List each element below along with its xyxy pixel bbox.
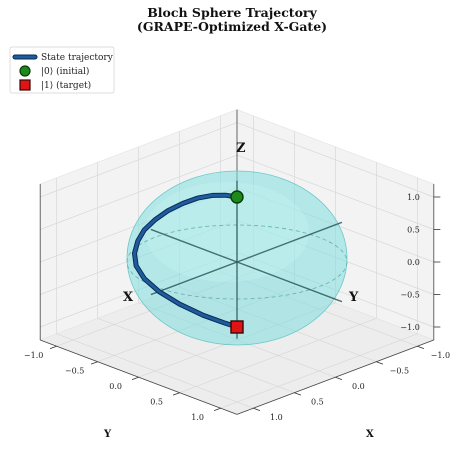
x-tick-1 — [294, 392, 302, 396]
chart-title: Bloch Sphere Trajectory — [147, 5, 317, 20]
y-tick-4 — [213, 407, 221, 412]
sphere-label-z: Z — [236, 141, 246, 156]
x-tick-label-3: −0.5 — [390, 366, 409, 375]
z-tick-label-3: 0.5 — [407, 226, 420, 235]
z-tick-label-1: −0.5 — [400, 291, 419, 300]
gridline-floor-x-3 — [97, 317, 295, 394]
x-tick-label-2: 0.0 — [352, 382, 365, 391]
trajectory-layer — [132, 192, 240, 330]
x-axis-line — [150, 221, 343, 296]
x-tick-label-0: 1.0 — [270, 413, 283, 422]
y-tick-label-0: −1.0 — [24, 351, 43, 360]
y-axis-line — [150, 228, 343, 303]
axes-layer — [150, 180, 343, 339]
y-axis-title: Y — [103, 429, 112, 440]
x-tick-label-1: 0.5 — [311, 397, 324, 406]
gridline-floor-y-3 — [179, 317, 377, 394]
chart-subtitle: (GRAPE-Optimized X-Gate) — [137, 19, 327, 34]
y-tick-label-4: 1.0 — [191, 413, 204, 422]
legend-swatch-target — [19, 79, 31, 91]
z-tick-label-2: 0.0 — [407, 258, 420, 267]
gridline-right-z-3 — [40, 154, 238, 230]
marker-layer — [230, 190, 244, 334]
legend-swatch-initial — [19, 65, 31, 77]
y-tick-2 — [131, 376, 139, 381]
sphere-label-x: X — [123, 290, 134, 305]
gridline-left-z-3 — [236, 154, 434, 230]
legend-label-trajectory: State trajectory — [41, 53, 114, 63]
x-tick-3 — [376, 361, 384, 365]
x-tick-4 — [417, 345, 425, 350]
gridline-right-z-4 — [40, 122, 238, 198]
marker-target-state — [230, 320, 244, 334]
y-tick-1 — [90, 361, 98, 365]
z-tick-label-4: 1.0 — [407, 193, 420, 202]
marker-initial-state — [230, 190, 244, 204]
x-axis-title: X — [366, 429, 374, 440]
x-tick-2 — [335, 376, 343, 381]
legend: State trajectory |0⟩ (initial) |1⟩ (targ… — [9, 46, 115, 94]
tick-layer: 1.0 0.5 0.0 −0.5 −1.0 −1.0 −0.5 0.0 0.5 1.0 −1.0 −0… — [24, 193, 450, 422]
x-tick-0 — [253, 407, 261, 412]
y-tick-3 — [172, 392, 180, 396]
gridline-left-z-4 — [236, 122, 434, 198]
trajectory-line-0 — [133, 193, 239, 329]
legend-label-initial: |0⟩ (initial) — [41, 66, 89, 77]
y-tick-label-2: 0.0 — [109, 382, 122, 391]
y-tick-0 — [49, 345, 57, 350]
x-tick-label-4: −1.0 — [431, 351, 450, 360]
bloch-sphere-highlight — [145, 182, 309, 282]
gridline-floor-y-4 — [220, 333, 418, 409]
z-tick-label-0: −1.0 — [400, 323, 419, 332]
y-tick-label-3: 0.5 — [150, 397, 163, 406]
legend-label-target: |1⟩ (target) — [41, 80, 91, 91]
sphere-label-y: Y — [348, 290, 359, 305]
y-tick-label-1: −0.5 — [65, 366, 84, 375]
gridline-floor-x-4 — [56, 333, 254, 409]
